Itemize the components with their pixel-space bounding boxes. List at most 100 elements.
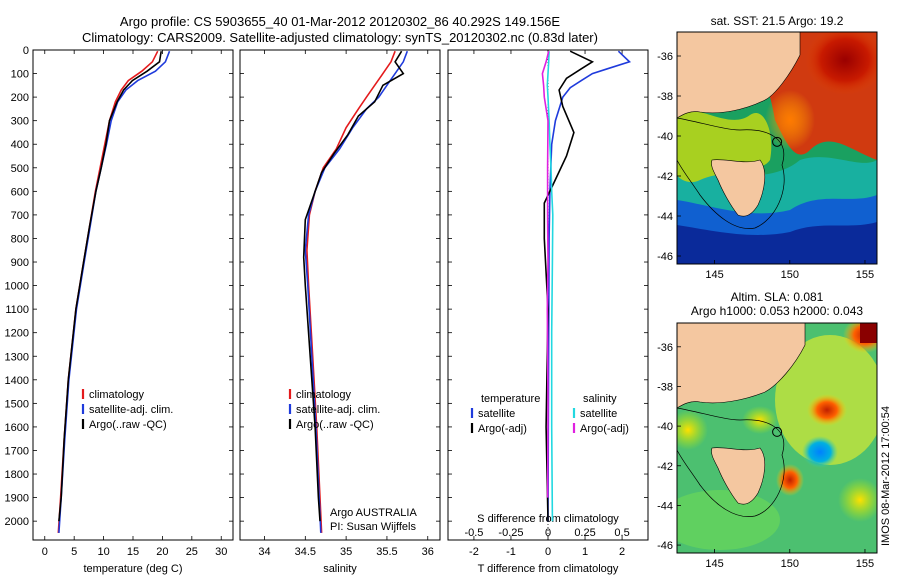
figure-subtitle: Climatology: CARS2009. Satellite-adjuste…: [82, 30, 598, 45]
depth-tick-label: 2000: [5, 516, 29, 528]
differences-xtick-label: -1: [506, 546, 516, 558]
sla-xtick-label: 155: [856, 558, 874, 570]
credit-annotation: PI: Susan Wijffels: [330, 521, 416, 533]
differences-series-line: [541, 51, 550, 498]
sla-argo-marker: [772, 426, 783, 437]
sst-hot-core: [805, 32, 877, 95]
sla-yellow-eddy: [742, 406, 778, 434]
temperature-xtick-label: 20: [156, 546, 168, 558]
sla-ytick-label: -44: [657, 500, 673, 512]
sla-yellow-west: [677, 410, 708, 450]
depth-tick-label: 1900: [5, 493, 29, 505]
sst-ytick-label: -38: [657, 91, 673, 103]
sla-ytick-label: -40: [657, 421, 673, 433]
temperature-series-line: [58, 51, 162, 522]
temperature-xtick-label: 10: [97, 546, 109, 558]
temperature-xtick-label: 0: [42, 546, 48, 558]
temperature-xlabel: temperature (deg C): [83, 563, 182, 575]
depth-tick-label: 700: [11, 210, 29, 222]
sla-map-frame: [676, 322, 878, 554]
salinity-frame: [239, 49, 441, 541]
sla-warm-eddy: [807, 394, 847, 426]
salinity-xtick-label: 35: [340, 546, 352, 558]
differences-xtick-label: 0: [545, 546, 551, 558]
sst-ytick-label: -40: [657, 131, 673, 143]
legend-title-salinity: salinity: [583, 393, 617, 405]
depth-tick-label: 1600: [5, 422, 29, 434]
depth-tick-label: 1500: [5, 398, 29, 410]
sla-hot-corner: [860, 323, 877, 343]
sla-yellow-eddy-2: [838, 478, 877, 522]
depth-tick-label: 1800: [5, 469, 29, 481]
differences-xtick-label: 1: [582, 546, 588, 558]
sst-ytick-label: -46: [657, 251, 673, 263]
depth-tick-label: 400: [11, 139, 29, 151]
legend-entry: Argo(..raw -QC): [89, 419, 167, 431]
depth-tick-label: 900: [11, 257, 29, 269]
depth-tick-label: 600: [11, 186, 29, 198]
salinity-series-line: [306, 50, 396, 533]
depth-tick-label: 300: [11, 116, 29, 128]
legend-entry: climatology: [89, 389, 145, 401]
sla-ytick-label: -38: [657, 381, 673, 393]
sla-map: [677, 323, 877, 553]
differences-series-line: [546, 51, 554, 522]
salinity-xtick-label: 35.5: [376, 546, 397, 558]
sst-map-frame: [676, 31, 878, 265]
differences-xlabel: T difference from climatology: [478, 563, 619, 575]
legend-entry: satellite: [478, 408, 515, 420]
legend-entry: Argo(-adj): [478, 423, 527, 435]
sst-map-title: sat. SST: 21.5 Argo: 19.2: [710, 14, 844, 28]
sla-shelf-contour: [677, 407, 785, 517]
depth-tick-label: 1400: [5, 375, 29, 387]
sst-ytick-label: -44: [657, 211, 673, 223]
sst-tasmania: [711, 159, 766, 217]
legend-title-temperature: temperature: [481, 393, 540, 405]
sla-map-subtitle: Argo h1000: 0.053 h2000: 0.043: [690, 304, 864, 318]
sst-xtick-label: 145: [705, 269, 723, 281]
sst-argo-marker: [772, 136, 783, 147]
sal-diff-tick-label: -0.25: [498, 527, 523, 539]
sla-ytick-label: -36: [657, 342, 673, 354]
depth-tick-label: 1700: [5, 445, 29, 457]
temperature-panel: 0100200300400500600700800900100011001200…: [5, 45, 234, 575]
depth-tick-label: 200: [11, 92, 29, 104]
sla-map-title: Altim. SLA: 0.081: [730, 290, 824, 304]
legend-entry: satellite: [580, 408, 617, 420]
temperature-xtick-label: 5: [71, 546, 77, 558]
depth-tick-label: 100: [11, 69, 29, 81]
legend-entry: satellite-adj. clim.: [296, 404, 380, 416]
sla-tasmania: [711, 447, 766, 505]
sla-ytick-label: -42: [657, 461, 673, 473]
sst-shelf-contour: [677, 117, 785, 229]
legend-entry: climatology: [296, 389, 352, 401]
figure-title: Argo profile: CS 5903655_40 01-Mar-2012 …: [119, 14, 561, 29]
sst-mainland: [677, 32, 801, 119]
legend-entry: Argo(-adj): [580, 423, 629, 435]
sla-ytick-label: -46: [657, 540, 673, 552]
differences-series-line: [547, 50, 632, 522]
sal-diff-tick-label: 0.5: [614, 527, 629, 539]
sst-xtick-label: 155: [856, 269, 874, 281]
depth-tick-label: 1000: [5, 281, 29, 293]
sst-map: [677, 32, 877, 264]
temperature-xtick-label: 30: [215, 546, 227, 558]
sst-warm-eddy: [765, 90, 815, 150]
sla-xtick-label: 150: [781, 558, 799, 570]
sla-warm-eddy-2: [776, 464, 804, 496]
salinity-xtick-label: 36: [422, 546, 434, 558]
differences-xtick-label: -2: [469, 546, 479, 558]
differences-xtick-label: 2: [619, 546, 625, 558]
sst-ytick-label: -36: [657, 51, 673, 63]
sst-xtick-label: 150: [781, 269, 799, 281]
temperature-xtick-label: 25: [186, 546, 198, 558]
salinity-xtick-label: 34: [258, 546, 270, 558]
depth-tick-label: 500: [11, 163, 29, 175]
salinity-xtick-label: 34.5: [295, 546, 316, 558]
depth-tick-label: 1200: [5, 328, 29, 340]
depth-tick-label: 0: [23, 45, 29, 57]
salinity-series-line: [302, 50, 405, 522]
sla-xtick-label: 145: [705, 558, 723, 570]
